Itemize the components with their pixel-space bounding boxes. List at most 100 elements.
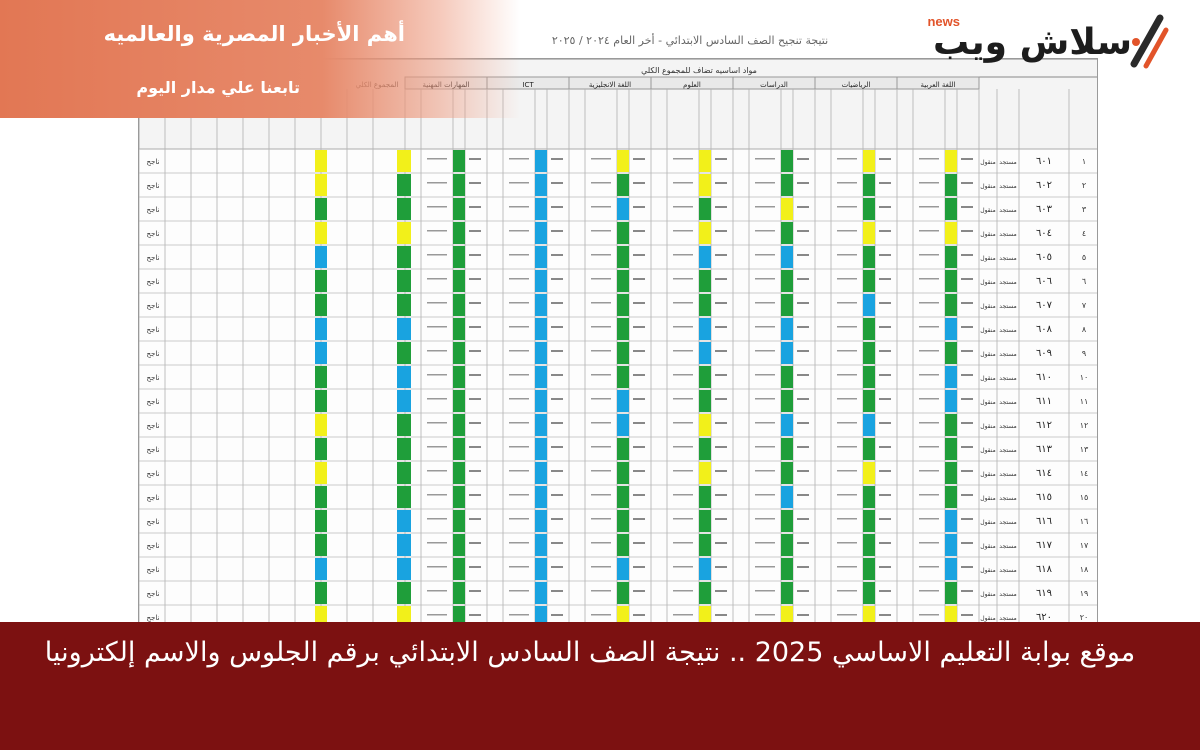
score-cell: [797, 374, 809, 376]
score-cell: [879, 158, 891, 160]
score-cell: [961, 206, 973, 208]
total-color-cell: [315, 246, 327, 268]
grade-color-cell: [699, 534, 711, 556]
score-cell: [633, 566, 645, 568]
score-cell: [469, 422, 481, 424]
total-color-cell: [315, 558, 327, 580]
grade-color-cell: [617, 222, 629, 244]
promo-banner[interactable]: أهم الأخبار المصرية والعالميه تابعنا علي…: [0, 0, 520, 118]
grade-color-cell: [453, 342, 465, 364]
level-text-cell: [673, 326, 693, 328]
row-index: ١٩: [1080, 589, 1089, 598]
seat-number: ٦١٥: [1036, 492, 1052, 503]
grade-color-cell: [945, 294, 957, 316]
total-color-cell: [397, 270, 411, 292]
grade-color-cell: [535, 222, 547, 244]
score-cell: [879, 614, 891, 616]
score-cell: [551, 566, 563, 568]
score-cell: [961, 446, 973, 448]
grade-color-cell: [945, 246, 957, 268]
grade-color-cell: [535, 606, 547, 627]
score-cell: [633, 350, 645, 352]
level-text-cell: [919, 230, 939, 232]
seat-number: ٦١٢: [1036, 420, 1052, 431]
level-text-cell: [837, 398, 857, 400]
status-cell: مستجد: [999, 447, 1016, 454]
score-cell: [469, 158, 481, 160]
level-text-cell: [837, 278, 857, 280]
level-text-cell: [509, 518, 529, 520]
type-cell: منقول: [980, 567, 996, 574]
score-cell: [551, 326, 563, 328]
seat-number: ٦٠٢: [1036, 180, 1052, 191]
level-text-cell: [919, 398, 939, 400]
row-index: ١٤: [1080, 469, 1089, 478]
grade-color-cell: [781, 438, 793, 460]
level-text-cell: [509, 350, 529, 352]
level-text-cell: [755, 566, 775, 568]
grade-color-cell: [863, 150, 875, 172]
total-color-cell: [397, 510, 411, 532]
grade-color-cell: [863, 246, 875, 268]
status-cell: مستجد: [999, 471, 1016, 478]
score-cell: [633, 518, 645, 520]
grade-color-cell: [699, 294, 711, 316]
result-cell: ناجح: [147, 350, 160, 358]
seat-number: ٦١٣: [1036, 444, 1053, 455]
result-cell: ناجح: [147, 470, 160, 478]
row-index: ١٢: [1080, 421, 1089, 430]
grade-color-cell: [945, 438, 957, 460]
grade-color-cell: [617, 150, 629, 172]
seat-number: ٦٠٣: [1036, 204, 1053, 215]
status-cell: مستجد: [999, 279, 1016, 286]
level-text-cell: [427, 470, 447, 472]
result-cell: ناجح: [147, 542, 160, 550]
grade-color-cell: [781, 486, 793, 508]
grade-color-cell: [699, 438, 711, 460]
level-text-cell: [427, 182, 447, 184]
type-cell: منقول: [980, 495, 996, 502]
grade-color-cell: [863, 582, 875, 604]
level-text-cell: [591, 230, 611, 232]
score-cell: [879, 566, 891, 568]
grade-color-cell: [781, 390, 793, 412]
level-text-cell: [755, 350, 775, 352]
seat-number: ٦١٦: [1036, 516, 1052, 527]
total-color-cell: [315, 150, 327, 172]
level-text-cell: [755, 182, 775, 184]
score-cell: [551, 422, 563, 424]
grade-color-cell: [863, 534, 875, 556]
score-cell: [797, 254, 809, 256]
level-text-cell: [673, 158, 693, 160]
level-text-cell: [837, 446, 857, 448]
row-index: ٥: [1082, 253, 1086, 262]
grade-color-cell: [699, 558, 711, 580]
score-cell: [469, 326, 481, 328]
row-index: ٢٠: [1080, 613, 1089, 622]
score-cell: [551, 302, 563, 304]
seat-number: ٦٠٥: [1036, 252, 1052, 263]
level-text-cell: [591, 254, 611, 256]
score-cell: [469, 350, 481, 352]
score-cell: [879, 422, 891, 424]
score-cell: [469, 182, 481, 184]
grade-color-cell: [945, 510, 957, 532]
score-cell: [469, 446, 481, 448]
level-text-cell: [837, 422, 857, 424]
score-cell: [879, 518, 891, 520]
score-cell: [797, 566, 809, 568]
level-text-cell: [919, 374, 939, 376]
level-text-cell: [755, 230, 775, 232]
level-text-cell: [509, 398, 529, 400]
grade-color-cell: [699, 270, 711, 292]
grade-color-cell: [945, 318, 957, 340]
grade-color-cell: [535, 318, 547, 340]
type-cell: منقول: [980, 351, 996, 358]
type-cell: منقول: [980, 615, 996, 622]
level-text-cell: [673, 590, 693, 592]
score-cell: [633, 254, 645, 256]
site-logo[interactable]: news سلاش ويب: [927, 8, 1170, 72]
level-text-cell: [919, 566, 939, 568]
type-cell: منقول: [980, 279, 996, 286]
score-cell: [551, 230, 563, 232]
